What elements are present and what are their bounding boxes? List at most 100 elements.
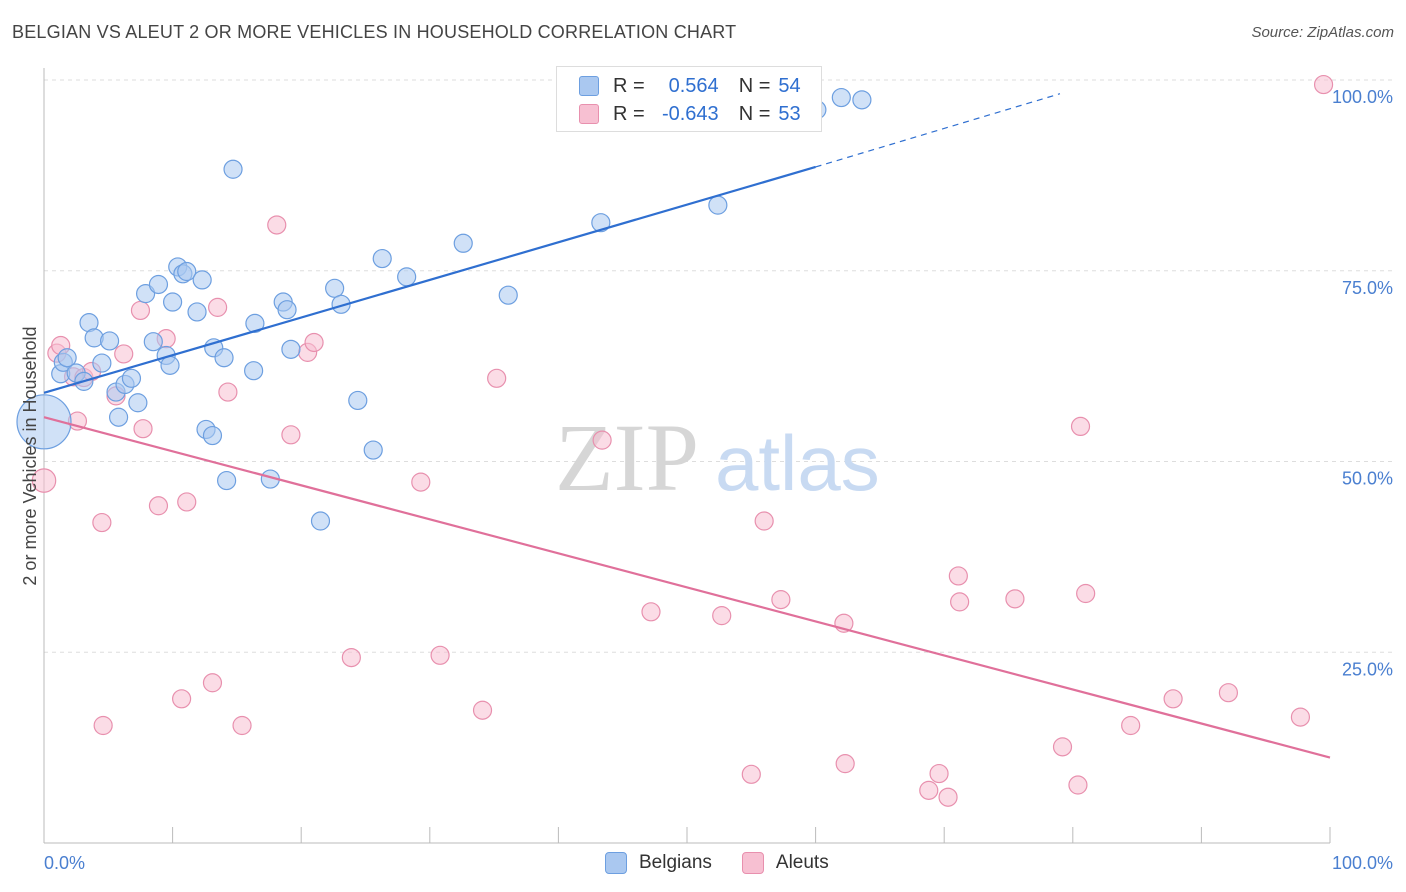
aleut-point xyxy=(754,511,774,531)
watermark-zip: ZIP xyxy=(555,404,699,511)
aleut-point xyxy=(1218,683,1239,703)
belgian-point xyxy=(244,361,264,381)
aleut-point xyxy=(771,590,791,610)
y-tick-label: 75.0% xyxy=(1342,278,1393,298)
r-value-belgians: 0.564 xyxy=(668,74,719,97)
belgian-point xyxy=(348,390,368,411)
belgian-point xyxy=(99,331,120,351)
belgian-point xyxy=(202,425,223,446)
x-tick-label: 100.0% xyxy=(1332,853,1393,873)
n-value-aleuts: 53 xyxy=(778,102,801,125)
aleut-point xyxy=(232,715,252,736)
aleut-point xyxy=(92,512,112,533)
aleut-point xyxy=(267,215,287,235)
belgian-point xyxy=(84,328,104,348)
aleut-point xyxy=(130,300,151,321)
r-label-belgians: R = xyxy=(613,74,645,97)
aleut-point xyxy=(1076,583,1096,604)
data-points xyxy=(16,74,1334,807)
belgian-point xyxy=(160,355,180,375)
aleut-point xyxy=(133,419,153,439)
aleut-trend-line xyxy=(43,416,1331,759)
series-legend: Belgians Aleuts xyxy=(605,852,859,874)
belgian-point xyxy=(163,292,183,312)
belgians-legend-label: Belgians xyxy=(639,852,712,873)
aleut-point xyxy=(1068,775,1088,795)
aleut-point xyxy=(93,715,113,736)
aleut-point xyxy=(202,673,223,693)
aleut-point xyxy=(1052,737,1073,757)
chart-title: BELGIAN VS ALEUT 2 OR MORE VEHICLES IN H… xyxy=(12,22,737,42)
watermark-atlas: atlas xyxy=(715,419,880,507)
y-axis-label: 2 or more Vehicles in Household xyxy=(20,326,40,585)
belgian-point xyxy=(363,440,383,460)
belgian-point xyxy=(128,393,148,413)
aleut-point xyxy=(1313,74,1334,95)
aleut-point xyxy=(835,754,855,774)
aleut-point xyxy=(148,496,169,516)
belgian-trend-line xyxy=(43,165,816,394)
belgian-point xyxy=(397,267,417,287)
r-label-aleuts: R = xyxy=(613,102,645,125)
belgian-point xyxy=(453,233,473,253)
belgian-point xyxy=(92,353,112,373)
belgian-point xyxy=(217,470,237,491)
aleut-point xyxy=(929,763,949,784)
aleut-point xyxy=(1121,715,1141,736)
aleut-point xyxy=(1163,689,1183,709)
n-label-belgians: N = xyxy=(738,74,771,97)
belgian-point xyxy=(108,407,129,427)
correlation-legend: R = 0.564 N = 54 R = -0.643 N = 53 xyxy=(556,66,822,132)
belgians-swatch xyxy=(579,76,599,96)
belgian-point xyxy=(325,278,345,298)
legend-row-aleuts: R = -0.643 N = 53 xyxy=(579,100,801,128)
axes xyxy=(43,68,1331,844)
source-credit: Source: ZipAtlas.com xyxy=(1251,24,1394,41)
aleut-point xyxy=(411,472,431,492)
aleut-point xyxy=(218,382,238,402)
belgian-point xyxy=(148,274,169,295)
belgian-point xyxy=(281,339,301,359)
belgian-point xyxy=(831,87,851,108)
belgian-point xyxy=(223,159,243,179)
n-value-belgians: 54 xyxy=(778,74,801,97)
aleut-point xyxy=(177,492,197,512)
aleut-point xyxy=(1005,589,1025,609)
belgian-point xyxy=(591,213,611,233)
belgian-point xyxy=(245,313,265,333)
aleut-point xyxy=(741,764,761,784)
legend-row-belgians: R = 0.564 N = 54 xyxy=(579,72,801,100)
belgian-point xyxy=(192,270,212,290)
aleut-point xyxy=(950,592,970,612)
r-value-aleuts: -0.643 xyxy=(661,102,719,125)
aleut-point xyxy=(208,297,228,317)
aleut-point xyxy=(281,425,301,445)
aleut-point xyxy=(31,468,57,493)
belgian-point xyxy=(177,261,197,282)
y-tick-label: 100.0% xyxy=(1332,87,1393,107)
belgian-trend-extension xyxy=(815,93,1061,168)
aleut-point xyxy=(430,645,450,665)
aleut-point xyxy=(938,787,958,807)
aleut-point xyxy=(948,566,968,586)
aleut-point xyxy=(304,332,324,353)
belgian-point xyxy=(372,248,392,269)
aleuts-legend-label: Aleuts xyxy=(775,852,829,873)
aleut-point xyxy=(919,780,939,800)
legend-item-aleuts: Aleuts xyxy=(741,852,829,874)
belgian-point xyxy=(143,332,163,352)
aleut-point xyxy=(1290,707,1311,727)
aleut-point xyxy=(712,606,732,626)
aleuts-legend-swatch xyxy=(741,852,764,874)
aleut-point xyxy=(114,344,134,364)
y-tick-label: 50.0% xyxy=(1342,469,1393,489)
aleut-point xyxy=(472,700,493,720)
belgians-legend-swatch xyxy=(605,852,627,874)
aleut-point xyxy=(592,430,612,450)
aleut-point xyxy=(487,368,507,388)
aleut-point xyxy=(172,689,192,709)
aleuts-swatch xyxy=(579,104,599,124)
aleut-point xyxy=(341,647,361,668)
belgian-point xyxy=(214,348,234,368)
